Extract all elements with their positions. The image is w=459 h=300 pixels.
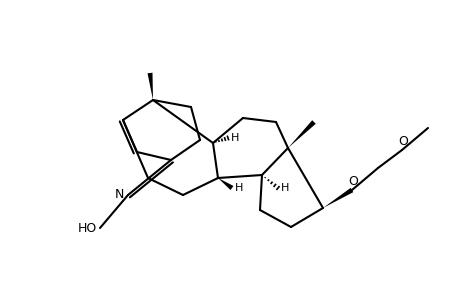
Polygon shape (287, 120, 315, 148)
Text: N: N (114, 188, 124, 202)
Text: O: O (347, 175, 357, 188)
Text: H: H (280, 183, 289, 193)
Text: HO: HO (78, 221, 97, 235)
Polygon shape (322, 188, 353, 208)
Text: H: H (230, 133, 239, 143)
Text: H: H (235, 183, 243, 193)
Text: O: O (397, 135, 407, 148)
Polygon shape (218, 178, 233, 190)
Polygon shape (147, 73, 153, 100)
